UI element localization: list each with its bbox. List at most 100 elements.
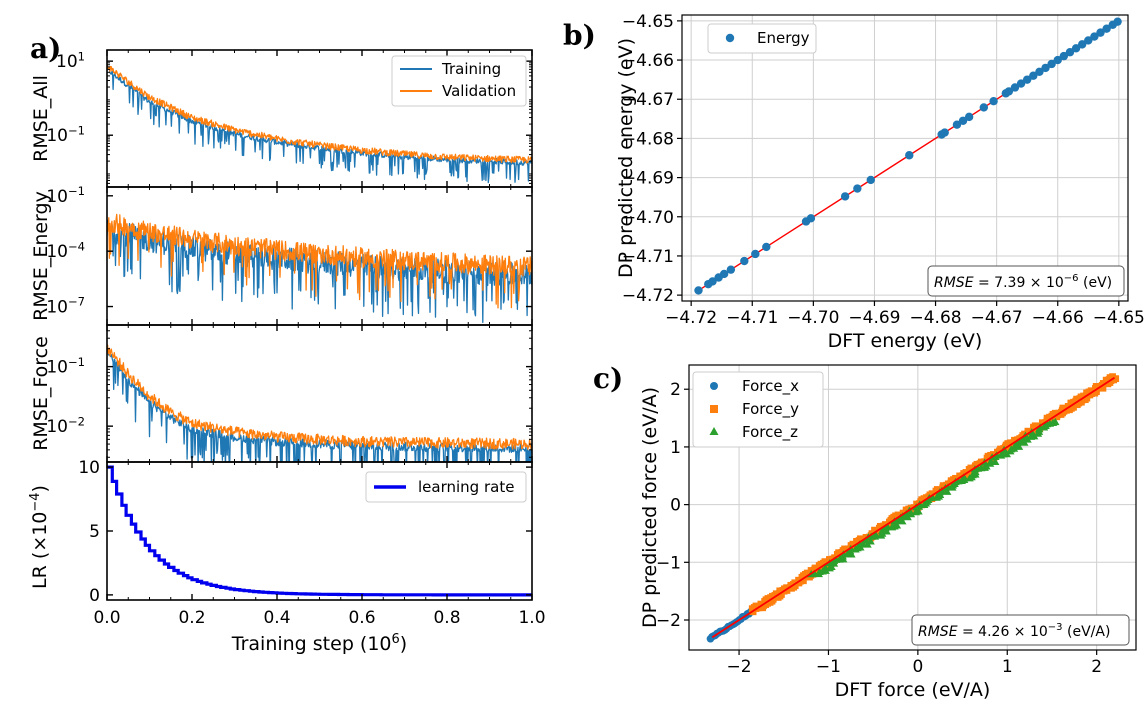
rmse_all-plot [107, 64, 532, 184]
energy-rmse-prefix: RMSE [934, 275, 974, 291]
force-z-point [892, 521, 902, 529]
energy-point [751, 249, 760, 259]
force-y-point [871, 526, 879, 534]
legend-swatch-force-z [709, 427, 719, 435]
rmse_all-ytick-label-exp: 1 [78, 49, 85, 63]
rmse_energy-ytick-label-exp: −1 [68, 184, 85, 198]
panel-label-a: a) [30, 32, 61, 65]
force-xlabel: DFT force (eV/A) [835, 679, 991, 701]
force-y-point [1092, 383, 1100, 390]
force-y-point [1109, 373, 1116, 381]
legend-box [692, 371, 824, 448]
force-parity-chart: −2 −1 0 1 2 −2 −1 0 1 2 DFT force (eV/A) DP predict… [639, 364, 1137, 701]
lr-legend: learning rate [365, 471, 527, 503]
energy-point [940, 128, 949, 137]
energy-rmse-text: RMSE = 7.39 × 10−6 (eV) [934, 273, 1112, 291]
force-rmse-middle: = 4.26 × 10 [958, 624, 1048, 640]
energy-rmse-annotation: RMSE = 7.39 × 10−6 (eV) [927, 265, 1125, 297]
energy-point [762, 242, 771, 252]
force-xtick-label: −2 [727, 657, 752, 677]
force-ytick-label: −2 [656, 611, 681, 631]
force-z-point [914, 507, 923, 515]
legend-label-force-z: Force_z [742, 423, 798, 442]
energy-point [719, 269, 729, 279]
force-y-point [821, 558, 829, 566]
rmse_energy-ytick-label-base: 10 [46, 242, 68, 262]
legend-box [365, 471, 527, 503]
energy-point [1113, 17, 1122, 26]
energy-point [1096, 28, 1105, 37]
energy-point [694, 286, 703, 295]
rmse_force-ytick-label-base: 10 [46, 417, 68, 437]
rmse_energy-ytick-label-base: 10 [46, 187, 68, 207]
lr-ylabel-exp: −4 [28, 492, 43, 511]
force-z-point [898, 517, 907, 525]
force-y-point [1059, 404, 1067, 412]
energy-ytick-label: −4.69 [622, 169, 674, 189]
energy-point [979, 103, 989, 112]
legend-swatch-force-x [710, 382, 718, 390]
force-ylabel: DP predicted force (eV/A) [639, 387, 661, 628]
energy-xtick-label: −4.66 [1032, 308, 1084, 328]
rmse_force-series-validation [107, 344, 532, 450]
force-rmse-suffix: (eV/A) [1063, 624, 1111, 640]
energy-point [1077, 40, 1087, 49]
rmse_force-plot [107, 344, 532, 462]
force-frame [688, 364, 1137, 651]
force-y-point [1087, 387, 1095, 395]
energy-point [1010, 83, 1020, 92]
xlabel-exp: 6 [392, 632, 400, 647]
force-ytick-label: 0 [670, 496, 681, 516]
energy-ytick-label: −4.70 [622, 208, 674, 228]
legend-label-validation: Validation [442, 82, 516, 100]
energy-point [1004, 87, 1014, 96]
force-xtick-label: −1 [816, 657, 841, 677]
lr-ylabel-main: LR (×10 [29, 512, 51, 589]
legend-label-training: Training [441, 60, 501, 78]
energy-point [866, 175, 875, 185]
legend-label-energy: Energy [757, 29, 810, 47]
xlabel-end: ) [400, 633, 407, 655]
force-ytick-label: 2 [670, 380, 681, 400]
energy-point [1102, 24, 1111, 33]
energy-point [1016, 79, 1026, 88]
force-xtick-label: 0 [912, 657, 923, 677]
rmse_force-ytick-label: 10−2 [46, 414, 85, 437]
force-z-point [866, 537, 875, 545]
rmse_energy-ytick-label: 10−1 [46, 184, 85, 207]
force-y-point [803, 569, 811, 577]
learning-rate-line [107, 465, 532, 597]
energy-point [726, 265, 736, 274]
energy-xtick-label: −4.65 [1093, 308, 1145, 328]
annotation-box [911, 614, 1130, 646]
rmse_energy-ylabel: RMSE_Energy [30, 191, 52, 321]
energy-point [1029, 71, 1038, 80]
force-y-point [841, 545, 848, 553]
force-z-point [1014, 442, 1024, 450]
force-y-point [1038, 419, 1046, 427]
lr-ylabel: LR (×10−4) [28, 485, 51, 589]
force-z-point [943, 487, 952, 495]
energy-point [1047, 59, 1056, 69]
lr-xtick-label: 0.0 [93, 608, 120, 628]
force-z-point [1051, 417, 1060, 426]
energy-xtick-label: −4.71 [726, 308, 778, 328]
panel-label-b: b) [563, 19, 596, 52]
lr-xtick-label: 0.2 [178, 608, 205, 628]
energy-xtick-label: −4.67 [971, 308, 1023, 328]
legend-swatch-energy [725, 33, 735, 43]
learning_rate-ytick-label: 5 [89, 522, 100, 542]
force-legend: Force_x Force_y Force_z [692, 371, 824, 448]
rmse_force-ytick-label-exp: −1 [68, 355, 85, 369]
force-z-point [959, 473, 969, 481]
energy-ytick-label: −4.71 [622, 247, 674, 267]
force-z-point [982, 462, 991, 470]
force-y-point [1031, 422, 1039, 430]
force-y-point [752, 602, 760, 610]
rmse_force-ylabel: RMSE_Force [30, 336, 52, 451]
force-y-point [967, 464, 975, 472]
energy-xtick-label: −4.69 [848, 308, 900, 328]
